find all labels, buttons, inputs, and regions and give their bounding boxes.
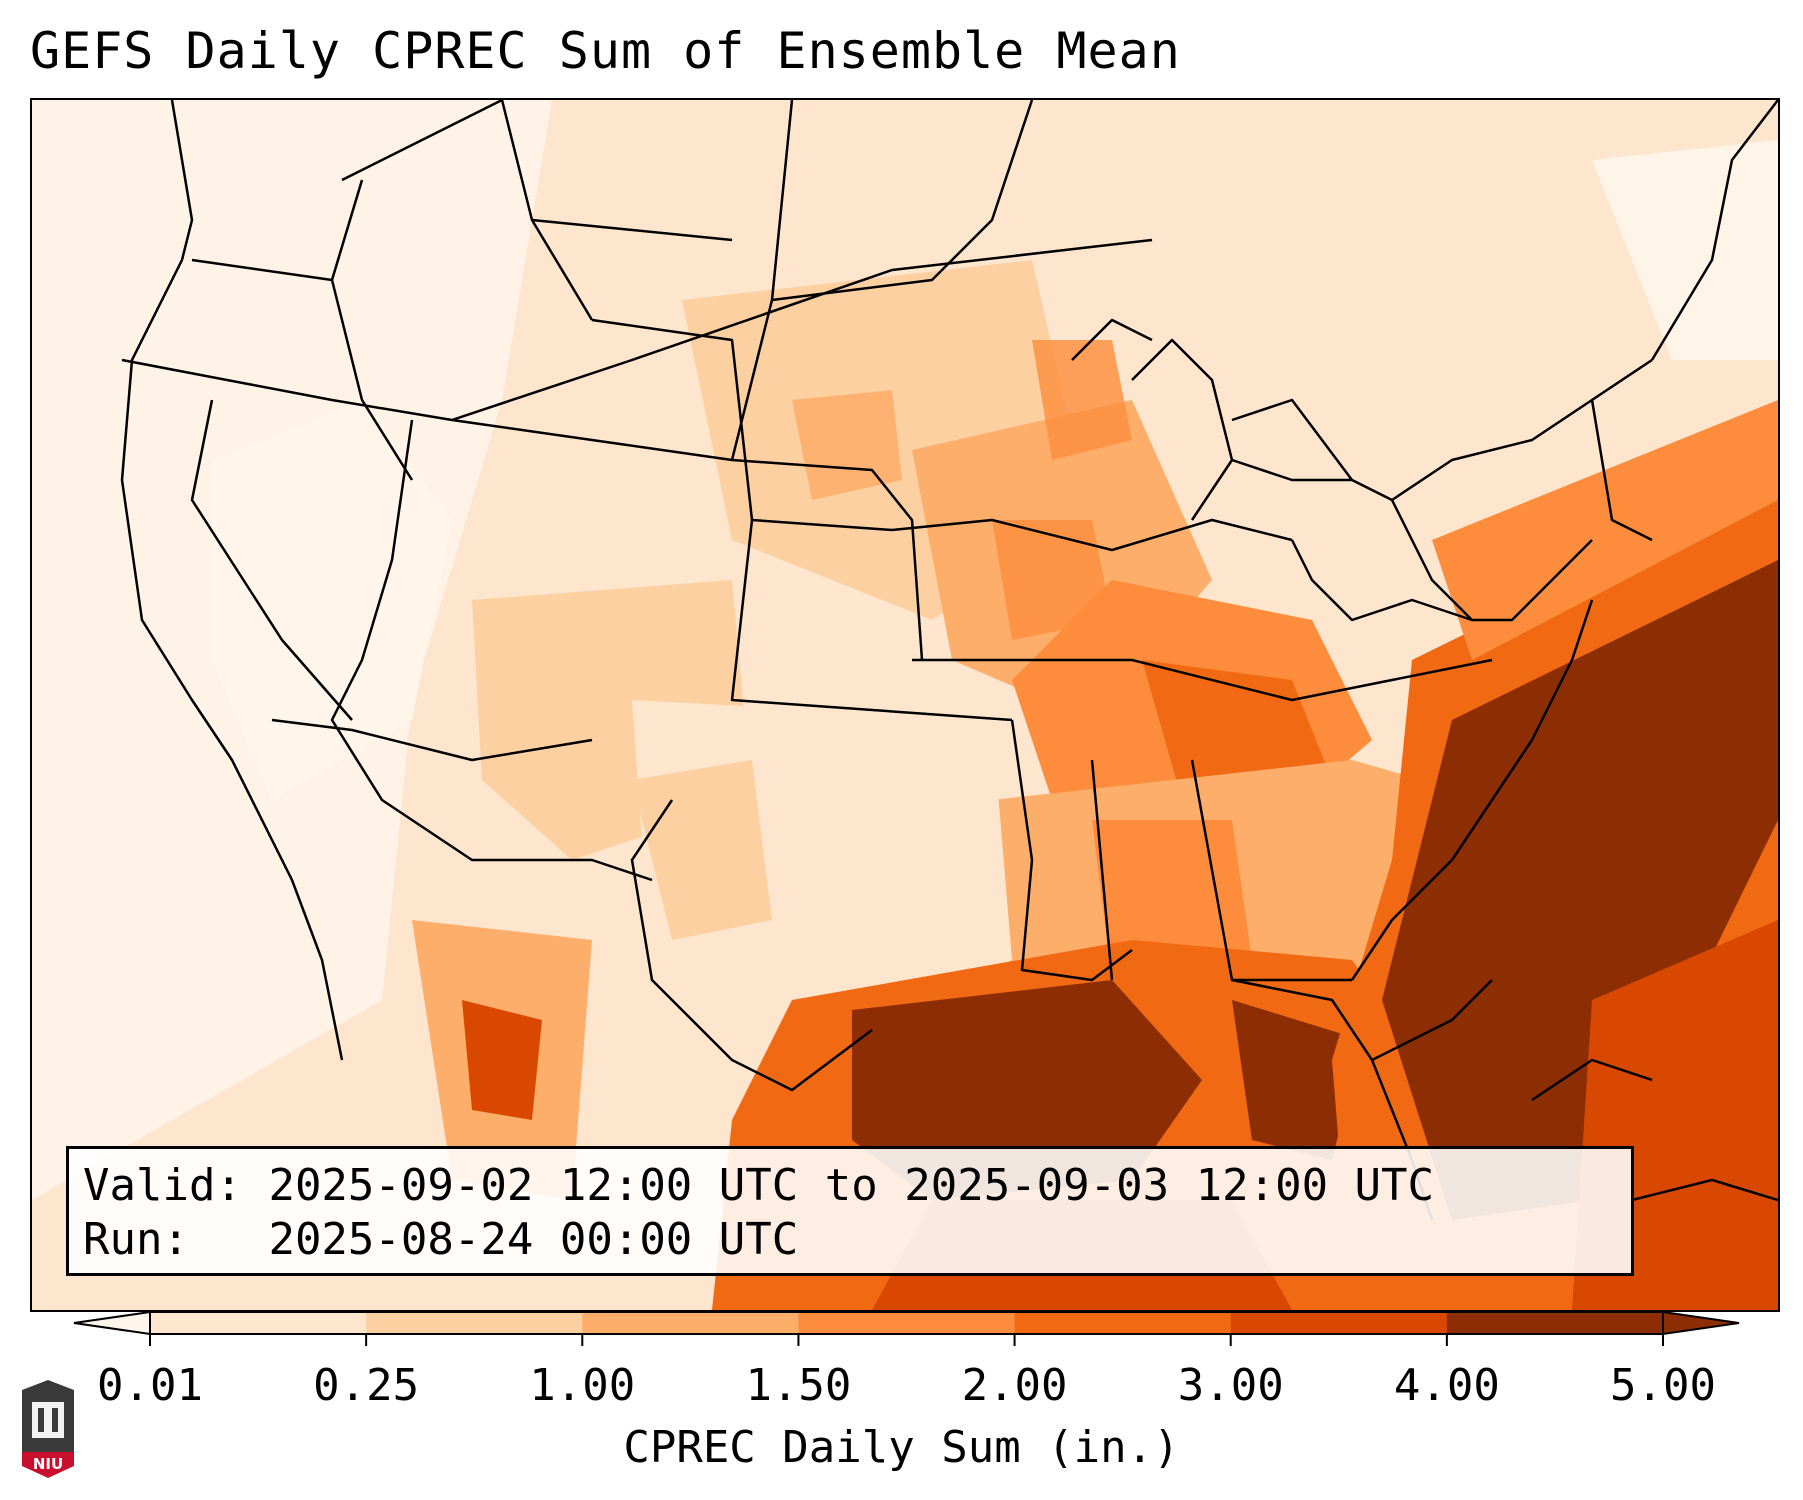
run-value: 2025-08-24 00:00 UTC <box>268 1214 799 1265</box>
colorbar-tick-label: 0.01 <box>97 1360 203 1411</box>
colorbar <box>73 1310 1740 1346</box>
colorbar-label: CPREC Daily Sum (in.) <box>623 1422 1180 1473</box>
colorbar-segment <box>1014 1312 1232 1334</box>
colorbar-segment <box>1446 1312 1664 1334</box>
colorbar-tick-label: 1.50 <box>745 1360 852 1411</box>
niu-logo: NIU <box>22 1380 74 1478</box>
logo-text: NIU <box>33 1455 63 1473</box>
colorbar-tick-label: 3.00 <box>1177 1360 1284 1411</box>
colorbar-segment <box>798 1312 1016 1334</box>
valid-label: Valid: <box>83 1160 242 1211</box>
colorbar-outline <box>149 1311 1664 1335</box>
colorbar-tick-label: 2.00 <box>961 1360 1068 1411</box>
valid-run-info: Valid: 2025-09-02 12:00 UTC to 2025-09-0… <box>66 1146 1634 1276</box>
colorbar-segment <box>366 1312 583 1334</box>
colorbar-tick-label: 5.00 <box>1610 1360 1716 1411</box>
colorbar-extend-high <box>1662 1310 1740 1336</box>
precipitation-map <box>30 98 1780 1312</box>
colorbar-tick-label: 0.25 <box>313 1360 420 1411</box>
run-label: Run: <box>83 1214 189 1265</box>
colorbar-tick-label: 4.00 <box>1393 1360 1500 1411</box>
colorbar-tick-label: 1.00 <box>529 1360 636 1411</box>
colorbar-extend-low <box>73 1310 151 1336</box>
map-canvas <box>32 100 1778 1310</box>
colorbar-segment <box>1230 1312 1448 1334</box>
colorbar-segment <box>150 1312 367 1334</box>
colorbar-segment <box>582 1312 799 1334</box>
valid-value: 2025-09-02 12:00 UTC to 2025-09-03 12:00… <box>268 1160 1435 1211</box>
map-title: GEFS Daily CPREC Sum of Ensemble Mean <box>30 22 1181 80</box>
